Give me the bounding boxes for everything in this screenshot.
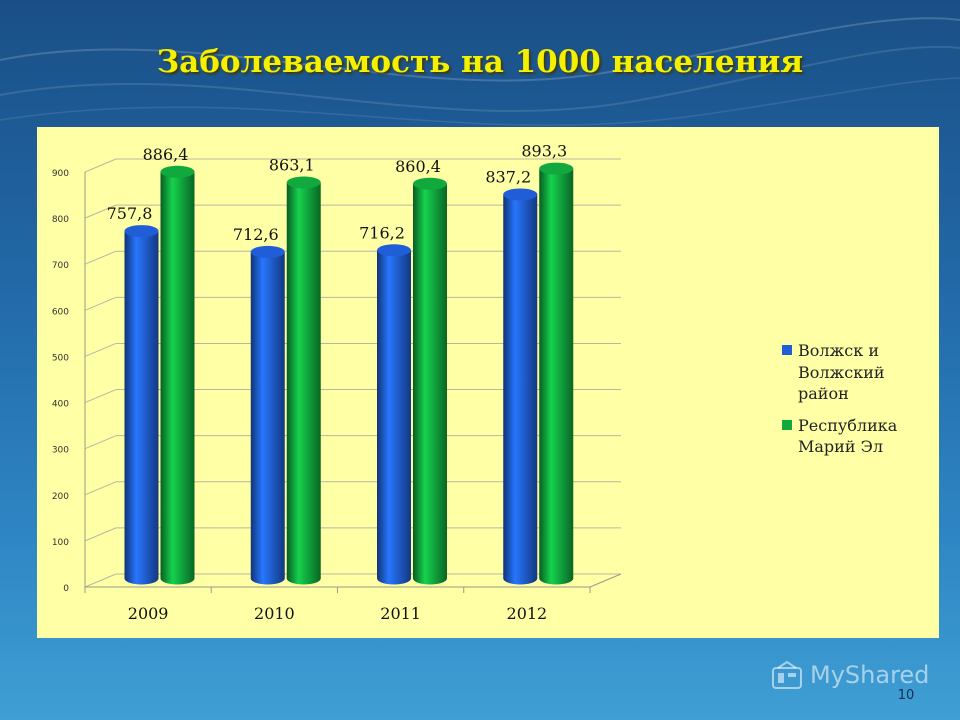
gridline-side [84, 527, 117, 542]
bar-volzhsk-2012 [503, 194, 538, 585]
bar-top-cap [539, 162, 574, 175]
data-label: 712,6 [233, 225, 279, 244]
data-label: 837,2 [485, 167, 531, 186]
y-tick-label: 900 [52, 169, 69, 179]
data-label: 757,8 [107, 204, 153, 223]
bar-top-cap [250, 245, 285, 258]
data-label: 860,4 [395, 157, 441, 176]
data-label: 886,4 [143, 145, 189, 164]
gridline-side [84, 389, 117, 404]
bar-volzhsk-2010 [250, 251, 285, 585]
bar-mari-el-2012 [539, 168, 574, 585]
bar-top-cap [377, 244, 411, 257]
data-label: 863,1 [269, 156, 315, 175]
slide-title: Заболеваемость на 1000 населения [156, 44, 804, 80]
y-tick-label: 400 [52, 400, 69, 410]
legend-swatch [782, 345, 792, 355]
chart-panel: 0 100 200 300 400 500 600 700 800 900 757,8 886,4 20… [37, 127, 939, 638]
bar-top-cap [286, 176, 321, 189]
legend-label: Волжск и Волжский район [798, 341, 885, 404]
chart-legend: Волжск и Волжский район Республика Марий … [782, 340, 932, 468]
gridline-side [84, 573, 117, 588]
bar-top-cap [124, 225, 159, 238]
y-tick-label: 100 [52, 538, 69, 548]
x-tick-label: 2009 [128, 604, 169, 623]
bar-volzhsk-2009 [124, 231, 159, 585]
bar-top-cap [413, 177, 447, 190]
bar-chart: 0 100 200 300 400 500 600 700 800 900 757,8 886,4 20… [52, 142, 622, 623]
legend-label: Республика Марий Эл [798, 415, 898, 457]
y-tick-label: 300 [52, 446, 69, 456]
gridline-side [84, 204, 117, 219]
gridline-side [84, 342, 117, 357]
bar-mari-el-2009 [160, 171, 195, 585]
x-tick-label: 2010 [254, 604, 295, 623]
bar-top-cap [160, 165, 195, 178]
x-tick-label: 2012 [507, 604, 548, 623]
gridline-side [84, 481, 117, 496]
gridline-side [84, 296, 117, 311]
bar-mari-el-2011 [413, 183, 447, 585]
y-tick-label: 0 [63, 584, 69, 594]
watermark-text: MyShared [810, 661, 930, 689]
floor-right-edge [589, 573, 622, 588]
bar-top-cap [503, 188, 538, 201]
bar-mari-el-2010 [286, 182, 321, 585]
legend-item: Республика Марий Эл [782, 415, 932, 458]
data-label: 716,2 [359, 223, 405, 242]
y-tick-label: 800 [52, 215, 69, 225]
x-tick-label: 2011 [380, 604, 421, 623]
watermark: MyShared [770, 657, 940, 693]
y-tick-label: 600 [52, 307, 69, 317]
y-tick-label: 200 [52, 492, 69, 502]
page-number: 10 [897, 688, 915, 703]
legend-swatch [782, 419, 792, 430]
gridline-side [84, 158, 117, 173]
y-tick-label: 500 [52, 353, 69, 363]
legend-item: Волжск и Волжский район [782, 340, 932, 405]
y-tick-label: 700 [52, 261, 69, 271]
bar-volzhsk-2011 [377, 250, 411, 585]
myshared-logo-icon [772, 660, 802, 689]
gridline-side [84, 250, 117, 265]
gridline-side [84, 435, 117, 450]
data-label: 893,3 [521, 142, 567, 161]
